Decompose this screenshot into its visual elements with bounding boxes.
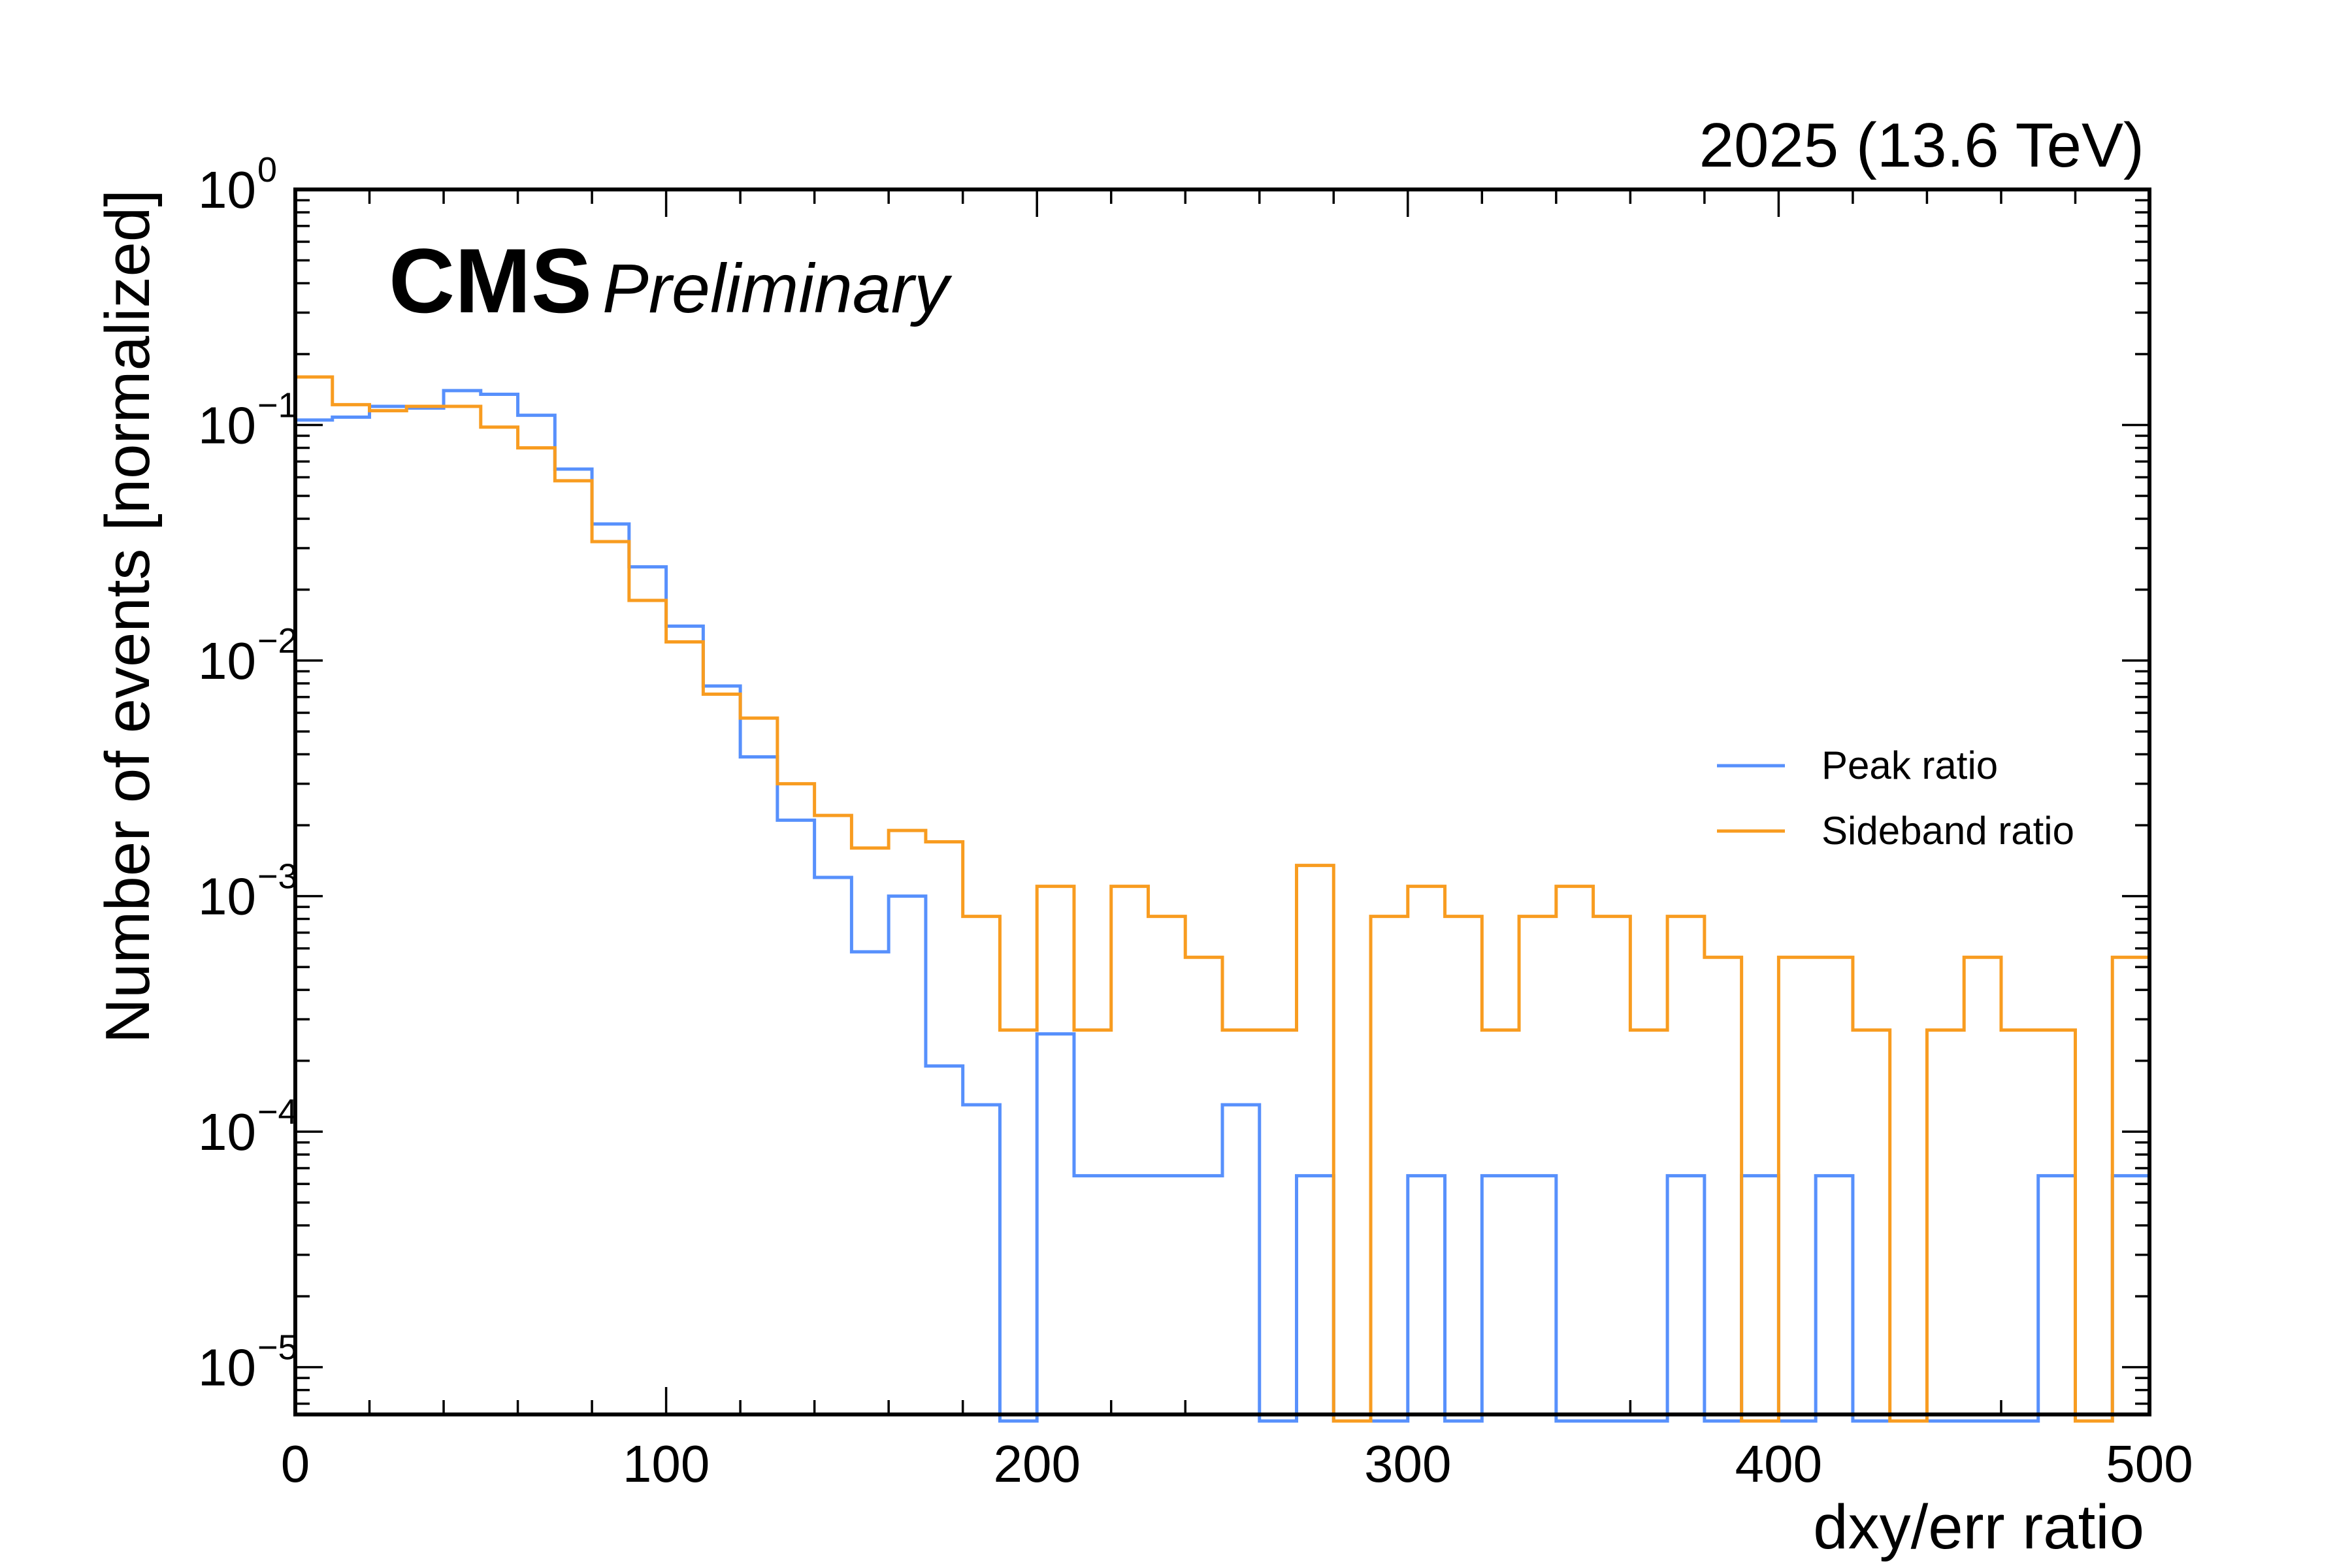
y-tick-exponent: −4 [257,1092,298,1132]
x-axis-label: dxy/err ratio [1813,1492,2144,1562]
minor-ticks [295,189,2149,1414]
y-tick-base: 10 [198,632,256,690]
y-tick-label: 10 −5 [198,1328,298,1397]
y-tick-base: 10 [198,161,256,219]
major-ticks [294,188,2151,1414]
series-layer [295,375,2149,1423]
legend-label: Peak ratio [1821,743,1998,787]
legend: Peak ratio Sideband ratio [1717,743,2074,853]
x-tick-label: 300 [1364,1435,1451,1493]
y-tick-exponent: −2 [257,621,298,661]
y-tick-base: 10 [198,1339,256,1397]
legend-label: Sideband ratio [1821,809,2074,853]
x-tick-label: 0 [281,1435,310,1493]
y-tick-exponent: −5 [257,1328,298,1367]
y-tick-base: 10 [198,397,256,455]
status-label: Preliminary [602,250,953,327]
y-tick-label: 10 −4 [198,1092,298,1161]
x-tick-label: 400 [1735,1435,1822,1493]
series-line-peak [295,389,2149,1423]
series-line-sideband [295,375,2149,1423]
plot-frame [293,188,2151,1416]
x-tick-label: 100 [623,1435,710,1493]
y-tick-exponent: 0 [257,150,277,189]
y-tick-exponent: −3 [257,857,298,896]
x-tick-labels: 0 100 200 300 400 500 [281,1435,2193,1493]
experiment-label: CMS [389,229,592,332]
y-axis-label: Number of events [normalized] [93,189,163,1043]
x-tick-label: 200 [993,1435,1080,1493]
y-tick-exponent: −1 [257,386,298,425]
x-tick-label: 500 [2106,1435,2193,1493]
lumi-label: 2025 (13.6 TeV) [1699,110,2144,180]
y-tick-label: 10 −3 [198,857,298,926]
y-tick-label: 10 −1 [198,386,298,455]
y-tick-base: 10 [198,868,256,926]
y-tick-label: 10 −2 [198,621,298,690]
y-tick-base: 10 [198,1103,256,1161]
y-tick-label: 10 0 [198,150,277,219]
